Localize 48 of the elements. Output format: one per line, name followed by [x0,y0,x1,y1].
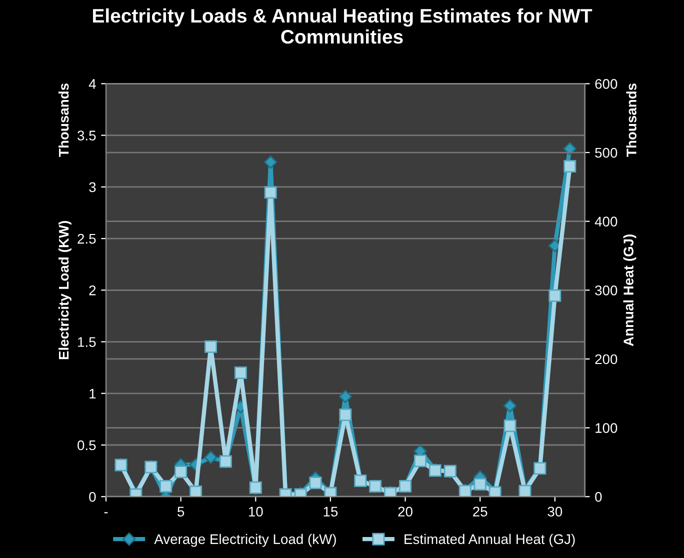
y2-tick-label: 300 [595,285,618,296]
y2-tick-label: 400 [594,216,618,227]
point [414,454,426,468]
x-tick-label: 15 [324,506,338,517]
y2-axis-title: Annual Heat (GJ) [623,234,636,346]
y-tick-label: 1.5 [78,337,96,347]
point [309,476,322,490]
x-tick-label: 20 [398,506,412,517]
point [338,390,352,404]
point [204,340,218,353]
y-tick-label: 0 [89,492,96,502]
y-tick-label: 4 [88,79,96,89]
x-tick-label: - [104,512,108,514]
point [264,186,277,199]
y-tick-label: 3 [89,182,96,192]
text: Thousands [58,84,69,157]
point [174,466,188,478]
point [504,419,516,432]
point [474,478,486,490]
y-tick-label: 2.5 [78,234,96,244]
point [339,408,352,421]
y-tick-label: 3.5 [78,130,96,140]
y-tick-label: 1 [90,388,96,398]
point [548,289,562,302]
x-tick-label: 10 [248,506,263,517]
y2-tick-label: 0 [595,492,602,502]
y-tick-label: 0.5 [78,440,96,450]
point [503,399,517,412]
point [563,142,576,156]
x-tick-label: 5 [178,506,184,517]
y-tick-label: 2 [89,285,96,296]
text: Thousands [626,84,636,157]
point [564,160,576,173]
legend-label: Estimated Annual Heat (GJ) [404,534,575,547]
legend-label: Average Electricity Load (kW) [154,534,336,547]
point [160,480,172,493]
chart-title: Electricity Loads & Annual Heating Estimates for NWT Communities [93,8,592,44]
point [204,450,218,464]
y2-tick-label: 100 [596,423,618,433]
x-tick-label: 30 [548,506,562,517]
point [190,486,202,497]
y2-tick-label: 500 [595,148,618,158]
x-tick-label: 25 [473,506,488,517]
point [264,156,278,169]
y2-tick-label: 200 [595,354,618,364]
y-axis-title: Electricity Load (KW) [58,221,72,360]
point [234,366,247,379]
y2-tick-label: 600 [595,79,618,89]
